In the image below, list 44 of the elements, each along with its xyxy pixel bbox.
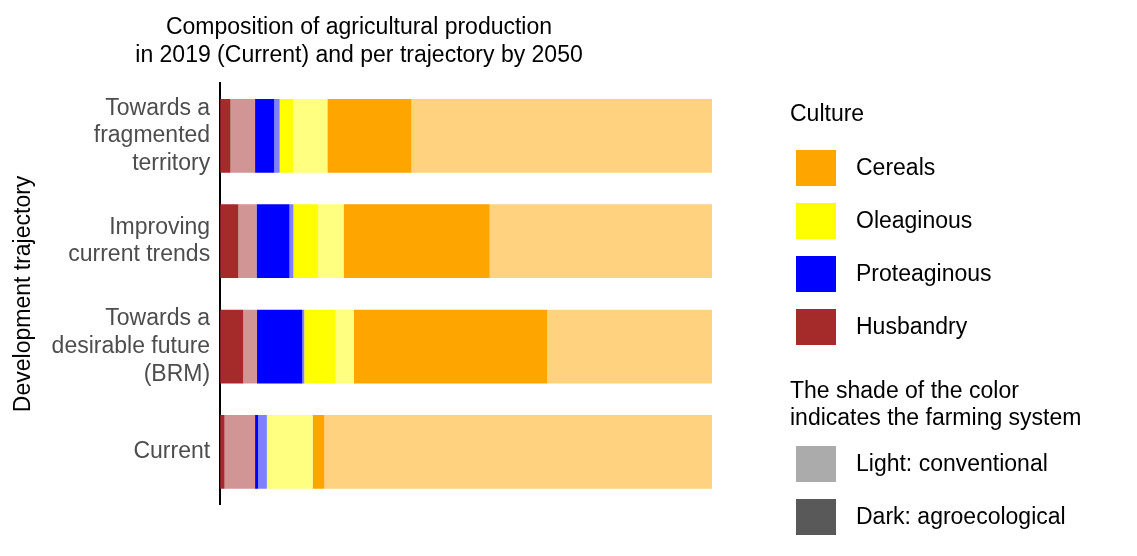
bar [547, 309, 712, 384]
bar [353, 309, 548, 384]
bar [489, 204, 712, 279]
bar [238, 204, 257, 279]
bar [230, 99, 256, 173]
bar [274, 99, 280, 173]
bar [327, 99, 412, 173]
bar [343, 204, 490, 279]
bar [256, 204, 290, 279]
bar [224, 415, 256, 489]
bar [324, 415, 712, 489]
y-tick-label: Improving current trends [68, 212, 211, 267]
bar [292, 99, 328, 173]
text: Dark: agroecological [856, 503, 1066, 530]
bar [293, 204, 319, 279]
y-tick-label: Towards a fragmented territory [93, 93, 211, 175]
bar [289, 204, 294, 279]
bar [220, 309, 244, 384]
legend-label: Husbandry [856, 313, 968, 340]
bar [411, 99, 712, 173]
bar [266, 415, 313, 489]
bar [220, 415, 225, 489]
bar [220, 204, 239, 279]
bar [243, 309, 258, 384]
y-tick-label: Current [133, 437, 211, 464]
legend-label: Cereals [856, 154, 936, 181]
bar [318, 204, 344, 279]
legend-label: Proteaginous [856, 260, 992, 287]
bar [255, 415, 259, 489]
bar [279, 99, 293, 173]
chart-subtitle: in 2019 (Current) and per trajectory by 2050 [135, 40, 583, 67]
bar [312, 415, 325, 489]
bar [304, 309, 336, 384]
bar [255, 99, 275, 173]
bar [258, 415, 267, 489]
bar [335, 309, 354, 384]
text: The shade of the color indicates the farming system [790, 377, 1083, 431]
text: Light: conventional [856, 450, 1048, 477]
y-axis-title: Development trajectory [9, 175, 36, 413]
y-tick-label: Towards a desirable future (BRM) [51, 304, 211, 386]
legend-label: Oleaginous [856, 207, 973, 234]
bar [257, 309, 303, 384]
legend-title: Culture [790, 100, 866, 127]
chart-title: Composition of agricultural production [165, 13, 553, 40]
